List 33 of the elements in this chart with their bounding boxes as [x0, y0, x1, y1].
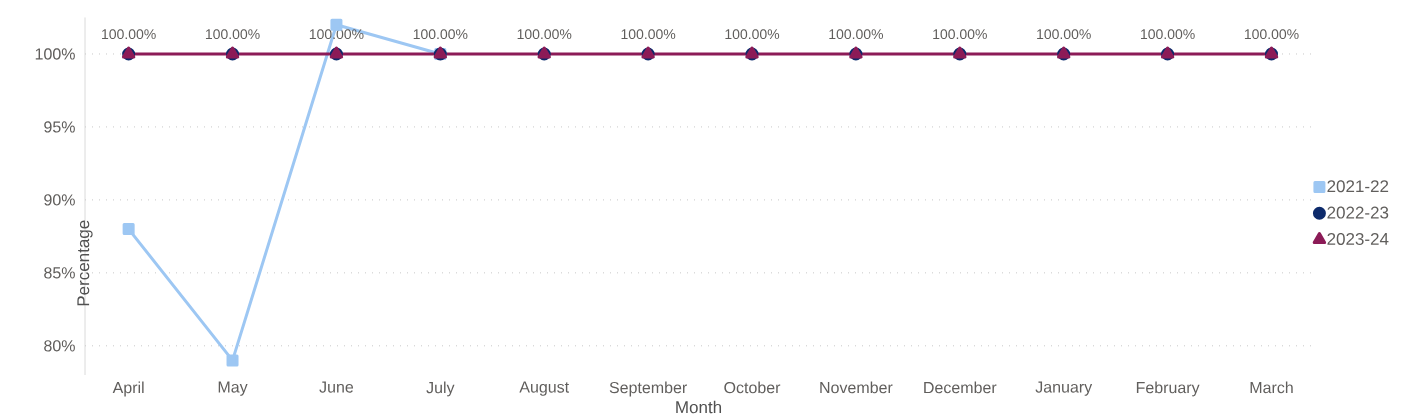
x-tick-label: January [1035, 381, 1093, 396]
legend-label: 2023-24 [1327, 232, 1389, 245]
x-tick-label: December [924, 381, 997, 394]
y-tick-label: 95% [44, 121, 75, 133]
data-label: 100.00% [102, 29, 156, 40]
x-tick-label: July [426, 381, 455, 397]
data-label: 100.00% [621, 29, 676, 40]
x-tick-label: November [820, 381, 893, 394]
y-tick-label: 85% [44, 267, 75, 279]
x-tick-label: March [1250, 381, 1293, 394]
y-tick-label: 90% [44, 194, 75, 206]
data-label: 100.00% [1244, 29, 1299, 40]
x-tick-label: August [519, 381, 569, 396]
data-label: 100.00% [413, 29, 468, 40]
y-tick-label: 100% [35, 48, 75, 60]
data-label: 100.00% [933, 29, 987, 40]
legend-label: 2022-23 [1327, 206, 1389, 219]
data-label: 100.00% [829, 29, 884, 40]
x-tick-label: October [724, 381, 781, 394]
x-tick-label: May [218, 381, 248, 396]
y-tick-label: 80% [44, 340, 75, 352]
x-tick-label: April [112, 381, 144, 397]
data-label: 100.00% [1037, 29, 1091, 40]
x-tick-label: September [609, 381, 687, 397]
y-axis-title: Percentage [77, 220, 93, 306]
x-axis-title: Month [676, 400, 722, 414]
data-label: 100.00% [1141, 29, 1195, 40]
x-tick-label: June [319, 381, 354, 393]
data-label: 100.00% [725, 29, 780, 40]
data-label: 100.00% [205, 29, 260, 40]
legend-label: 2021-22 [1327, 180, 1389, 193]
data-label: 100.00% [517, 29, 572, 40]
x-tick-label: February [1136, 381, 1200, 397]
